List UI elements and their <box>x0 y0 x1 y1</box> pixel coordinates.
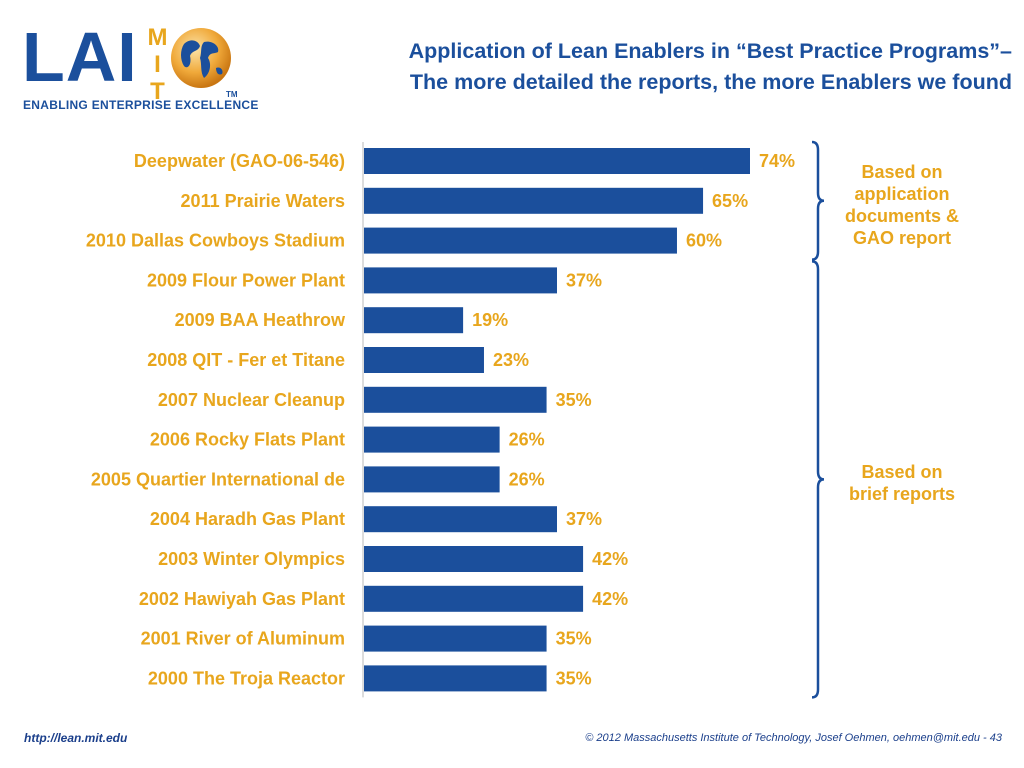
logo-trademark: TM <box>226 90 238 99</box>
group-label-line: brief reports <box>849 484 955 504</box>
bar <box>364 347 484 373</box>
value-label: 42% <box>592 589 628 609</box>
category-label: 2002 Hawiyah Gas Plant <box>139 589 345 609</box>
title-line-1: Application of Lean Enablers in “Best Pr… <box>408 39 1012 63</box>
value-label: 26% <box>509 469 545 489</box>
category-label: 2010 Dallas Cowboys Stadium <box>86 231 345 251</box>
bar <box>364 585 584 612</box>
category-label: 2005 Quartier International de <box>91 469 345 489</box>
value-label: 35% <box>556 629 592 649</box>
category-label: 2000 The Troja Reactor <box>148 668 345 688</box>
bar <box>364 665 547 692</box>
category-label: 2009 Flour Power Plant <box>147 270 345 290</box>
category-label: 2003 Winter Olympics <box>158 549 345 569</box>
group-label-line: Based on <box>861 462 942 482</box>
category-label: 2009 BAA Heathrow <box>175 310 346 330</box>
group-bracket <box>811 260 825 699</box>
bar <box>364 466 500 493</box>
footer-copyright: © 2012 Massachusetts Institute of Techno… <box>585 732 1002 744</box>
globe-icon <box>171 28 231 88</box>
bar <box>364 307 464 334</box>
category-label: 2001 River of Aluminum <box>141 629 345 649</box>
footer-url[interactable]: http://lean.mit.edu <box>24 731 128 745</box>
logo-mark: LAI <box>22 18 138 96</box>
value-label: 37% <box>566 270 602 290</box>
group-bracket <box>811 140 825 261</box>
bar <box>364 625 547 652</box>
value-label: 65% <box>712 191 748 211</box>
group-label-line: documents & <box>845 206 959 226</box>
bar <box>364 426 500 453</box>
value-label: 42% <box>592 549 628 569</box>
group-label-line: Based on <box>861 162 942 182</box>
bar <box>364 227 677 254</box>
category-label: Deepwater (GAO-06-546) <box>134 151 345 171</box>
value-label: 74% <box>759 151 795 171</box>
value-label: 60% <box>686 231 722 251</box>
category-label: 2008 QIT - Fer et Titane <box>147 350 345 370</box>
category-label: 2004 Haradh Gas Plant <box>150 509 345 529</box>
lai-logo: LAI MIT TM ENABLING ENTERPRISE EXCELLENC… <box>22 18 258 114</box>
category-label: 2011 Prairie Waters <box>181 191 345 211</box>
bar <box>364 386 547 413</box>
value-label: 35% <box>556 668 592 688</box>
value-label: 35% <box>556 390 592 410</box>
page-title: Application of Lean Enablers in “Best Pr… <box>272 36 1012 98</box>
logo-tagline: ENABLING ENTERPRISE EXCELLENCE <box>23 98 259 112</box>
bar <box>364 187 704 214</box>
bar <box>364 546 584 572</box>
value-label: 37% <box>566 509 602 529</box>
bar <box>364 148 750 174</box>
bar <box>364 506 557 533</box>
value-label: 23% <box>493 350 529 370</box>
value-label: 26% <box>509 430 545 450</box>
category-label: 2007 Nuclear Cleanup <box>158 390 345 410</box>
bar <box>364 267 557 294</box>
group-label-line: GAO report <box>853 228 951 248</box>
category-label: 2006 Rocky Flats Plant <box>150 430 345 450</box>
bar-chart: Deepwater (GAO-06-546) 74% 2011 Prairie Wa… <box>86 140 959 699</box>
value-label: 19% <box>472 310 508 330</box>
group-label-line: application <box>854 184 949 204</box>
title-line-2: The more detailed the reports, the more … <box>409 70 1012 94</box>
